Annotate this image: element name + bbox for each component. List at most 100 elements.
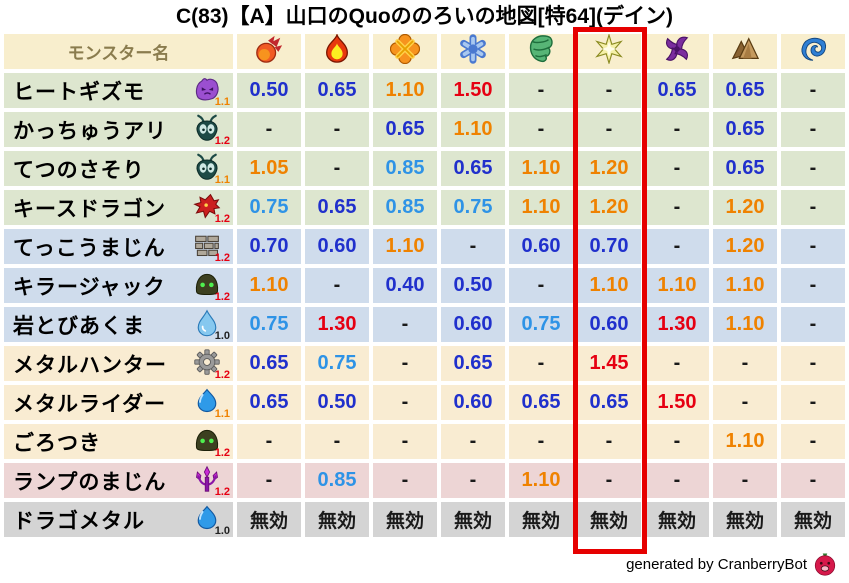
value-cell-fireball: 0.75 bbox=[237, 190, 301, 225]
value-cell-flame: - bbox=[305, 268, 369, 303]
value-cell-wind: 無効 bbox=[509, 502, 573, 537]
value-cell-earth: - bbox=[713, 463, 777, 498]
value-cell-explosion: 0.65 bbox=[373, 112, 437, 147]
value-cell-earth: - bbox=[713, 385, 777, 420]
value-cell-flame: - bbox=[305, 424, 369, 459]
lightning-star-icon bbox=[594, 34, 624, 64]
column-header-monster-name: モンスター名 bbox=[4, 34, 233, 69]
value-cell-fireball: 1.10 bbox=[237, 268, 301, 303]
monster-icon-wrap: 1.1 bbox=[193, 153, 230, 186]
value-cell-lightning: 無効 bbox=[577, 502, 641, 537]
monster-multiplier: 1.2 bbox=[214, 291, 230, 303]
column-header-earth bbox=[713, 34, 777, 69]
monster-icon-wrap: 1.1 bbox=[193, 75, 230, 108]
value-cell-water: - bbox=[781, 73, 845, 108]
monster-icon-wrap: 1.2 bbox=[193, 270, 230, 303]
value-cell-fireball: 0.50 bbox=[237, 73, 301, 108]
value-cell-dark: - bbox=[645, 151, 709, 186]
footer: generated by CranberryBot bbox=[626, 552, 837, 576]
value-cell-explosion: - bbox=[373, 385, 437, 420]
value-cell-wind: - bbox=[509, 424, 573, 459]
value-cell-lightning: - bbox=[577, 112, 641, 147]
value-cell-flame: 0.75 bbox=[305, 346, 369, 381]
monster-name: ごろつき bbox=[13, 431, 101, 455]
monster-icon-wrap: 1.2 bbox=[193, 465, 230, 498]
value-cell-wind: 0.65 bbox=[509, 385, 573, 420]
header-row: モンスター名 bbox=[4, 34, 845, 69]
value-cell-lightning: - bbox=[577, 424, 641, 459]
value-cell-earth: 無効 bbox=[713, 502, 777, 537]
value-cell-fireball: 1.05 bbox=[237, 151, 301, 186]
value-cell-fireball: - bbox=[237, 463, 301, 498]
monster-name-cell: 岩とびあくま 1.0 bbox=[4, 307, 233, 342]
value-cell-lightning: 1.45 bbox=[577, 346, 641, 381]
value-cell-dark: 0.65 bbox=[645, 73, 709, 108]
value-cell-ice: 1.10 bbox=[441, 112, 505, 147]
value-cell-wind: 0.60 bbox=[509, 229, 573, 264]
dragon-icon bbox=[193, 192, 221, 220]
monster-name-cell: メタルライダー 1.1 bbox=[4, 385, 233, 420]
brick-wall-icon bbox=[193, 231, 221, 259]
value-cell-earth: 0.65 bbox=[713, 151, 777, 186]
value-cell-wind: - bbox=[509, 73, 573, 108]
pinwheel-icon bbox=[662, 34, 692, 64]
value-cell-wind: 0.75 bbox=[509, 307, 573, 342]
credit-text: generated by CranberryBot bbox=[626, 555, 807, 573]
helmet-icon bbox=[193, 426, 221, 454]
monster-row: 岩とびあくま 1.0 0.75 1.30-0.60 0.75 0.60 1.30 1.10- bbox=[4, 307, 845, 342]
monster-name: メタルハンター bbox=[13, 353, 167, 377]
value-cell-water: - bbox=[781, 307, 845, 342]
monster-name: キースドラゴン bbox=[13, 197, 166, 221]
monster-multiplier: 1.2 bbox=[214, 447, 230, 459]
monster-name-cell: ランプのまじん 1.2 bbox=[4, 463, 233, 498]
monster-name-cell: ドラゴメタル 1.0 bbox=[4, 502, 233, 537]
value-cell-flame: - bbox=[305, 151, 369, 186]
ant-icon bbox=[193, 114, 221, 142]
value-cell-lightning: - bbox=[577, 73, 641, 108]
value-cell-dark: 1.30 bbox=[645, 307, 709, 342]
cranberry-icon bbox=[813, 552, 837, 576]
value-cell-flame: 0.65 bbox=[305, 73, 369, 108]
value-cell-dark: 1.50 bbox=[645, 385, 709, 420]
column-header-flame bbox=[305, 34, 369, 69]
value-cell-dark: 1.10 bbox=[645, 268, 709, 303]
column-header-dark bbox=[645, 34, 709, 69]
value-cell-water: - bbox=[781, 346, 845, 381]
monster-name: ランプのまじん bbox=[13, 470, 167, 494]
monster-row: メタルライダー 1.1 0.65 0.50-0.60 0.65 0.65 1.50- - bbox=[4, 385, 845, 420]
monster-multiplier: 1.2 bbox=[214, 486, 230, 498]
monster-icon-wrap: 1.2 bbox=[193, 114, 230, 147]
value-cell-earth: 0.65 bbox=[713, 112, 777, 147]
value-cell-explosion: 1.10 bbox=[373, 73, 437, 108]
table-wrap: モンスター名 ヒートギズモ 1.1 0.50 0.65 1.10 1.50- -0.65 0.6… bbox=[0, 27, 849, 554]
droplet-icon bbox=[193, 309, 221, 337]
value-cell-flame: 0.50 bbox=[305, 385, 369, 420]
value-cell-lightning: - bbox=[577, 463, 641, 498]
value-cell-earth: - bbox=[713, 346, 777, 381]
helmet-icon bbox=[193, 270, 221, 298]
value-cell-ice: 無効 bbox=[441, 502, 505, 537]
value-cell-dark: - bbox=[645, 229, 709, 264]
monster-row: ヒートギズモ 1.1 0.50 0.65 1.10 1.50- -0.65 0.65- bbox=[4, 73, 845, 108]
monster-row: キースドラゴン 1.2 0.75 0.65 0.85 0.75 1.10 1.20-1.20- bbox=[4, 190, 845, 225]
tornado-icon bbox=[526, 34, 556, 64]
monster-multiplier: 1.2 bbox=[214, 252, 230, 264]
monster-name: 岩とびあくま bbox=[13, 314, 145, 338]
value-cell-earth: 1.20 bbox=[713, 229, 777, 264]
value-cell-fireball: 0.70 bbox=[237, 229, 301, 264]
trident-icon bbox=[193, 465, 221, 493]
monster-icon-wrap: 1.1 bbox=[193, 387, 230, 420]
value-cell-water: - bbox=[781, 268, 845, 303]
column-header-wind bbox=[509, 34, 573, 69]
value-cell-explosion: - bbox=[373, 346, 437, 381]
monster-name-cell: ごろつき 1.2 bbox=[4, 424, 233, 459]
monster-multiplier: 1.2 bbox=[214, 135, 230, 147]
value-cell-lightning: 1.20 bbox=[577, 151, 641, 186]
value-cell-fireball: 0.75 bbox=[237, 307, 301, 342]
value-cell-fireball: 0.65 bbox=[237, 346, 301, 381]
monster-name-cell: キラージャック 1.2 bbox=[4, 268, 233, 303]
monster-row: ごろつき 1.2- - - - - - -1.10- bbox=[4, 424, 845, 459]
value-cell-earth: 1.10 bbox=[713, 424, 777, 459]
monster-icon-wrap: 1.2 bbox=[193, 231, 230, 264]
value-cell-flame: 0.85 bbox=[305, 463, 369, 498]
